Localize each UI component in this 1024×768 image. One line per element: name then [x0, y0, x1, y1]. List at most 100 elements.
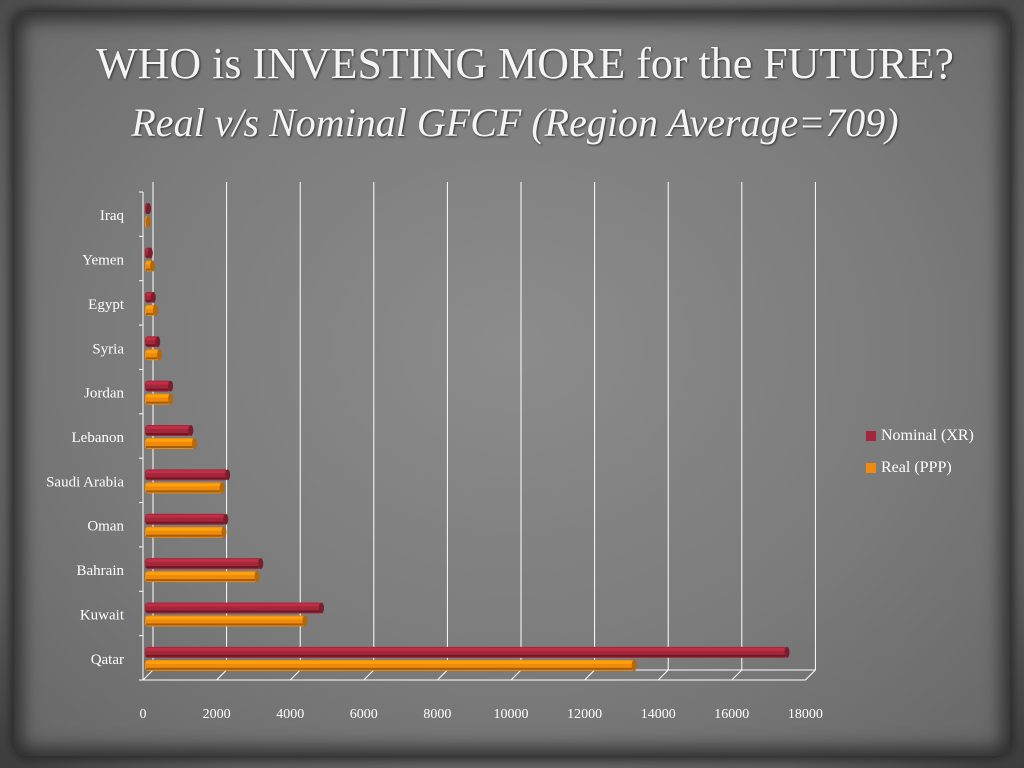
category-label: Syria — [92, 341, 124, 357]
bar-real — [145, 393, 174, 405]
bar-highlight — [146, 394, 169, 398]
bar-shadow — [146, 255, 149, 258]
slide-title: WHO is INVESTING MORE for the FUTURE? — [96, 39, 954, 88]
bar-nominal — [145, 380, 174, 392]
bars — [145, 203, 790, 671]
bar-end-cap — [168, 393, 174, 405]
bar-real — [145, 349, 163, 361]
bar-end-cap — [192, 438, 198, 449]
bar-nominal — [145, 646, 790, 658]
bar-shadow — [146, 566, 259, 569]
bar-shadow — [146, 433, 189, 435]
bar-real — [145, 438, 198, 449]
bar-shadow — [146, 534, 222, 537]
x-tick-labels: 0 2000 4000 6000 8000 10000 12000 14000 16000 180… — [140, 707, 823, 722]
bar-shadow — [146, 446, 193, 448]
legend-item-nominal: Nominal (XR) — [866, 426, 974, 446]
x-tick-label: 18000 — [788, 707, 823, 722]
bar-real — [145, 304, 159, 316]
bar-nominal — [145, 469, 231, 481]
category-label: Oman — [87, 519, 124, 535]
category-label: Saudi Arabia — [46, 474, 124, 490]
bar-highlight — [146, 559, 259, 563]
bar-nominal — [145, 425, 194, 436]
x-tick-label: 4000 — [276, 707, 304, 722]
legend-item-real: Real (PPP) — [866, 458, 974, 478]
x-tick-label: 0 — [140, 707, 147, 722]
x-tick-mark — [584, 669, 595, 681]
bar-shadow — [146, 299, 152, 302]
category-label: Qatar — [91, 652, 124, 668]
x-tick-label: 14000 — [641, 707, 676, 722]
bar-end-cap — [153, 304, 159, 316]
x-tick-label: 6000 — [350, 707, 378, 722]
bar-shadow — [146, 477, 226, 480]
legend-swatch-nominal — [866, 431, 876, 441]
bar-shadow — [146, 610, 320, 613]
bar-end-cap — [146, 203, 152, 215]
bar-end-cap — [784, 646, 790, 658]
gridlines — [226, 182, 816, 670]
bar-nominal — [145, 247, 153, 259]
bar-shadow — [146, 490, 221, 493]
bar-highlight — [146, 647, 785, 651]
bar-real — [145, 615, 308, 627]
x-tick-mark — [216, 669, 227, 681]
x-tick-label: 8000 — [423, 707, 451, 722]
bar-highlight — [146, 261, 151, 265]
bar-shadow — [146, 623, 303, 626]
legend-swatch-real — [866, 463, 876, 473]
bar-highlight — [146, 305, 154, 309]
slide-subtitle: Real v/s Nominal GFCF (Region Average=70… — [131, 100, 899, 145]
bar-end-cap — [157, 349, 163, 361]
category-label: Egypt — [88, 297, 125, 313]
bar-nominal — [145, 602, 324, 614]
bar-highlight — [146, 483, 221, 487]
x-tick-mark — [510, 669, 522, 681]
bar-end-cap — [145, 216, 151, 228]
bar-highlight — [146, 439, 193, 442]
bar-end-cap — [223, 513, 229, 525]
bar-nominal — [145, 513, 229, 525]
bar-end-cap — [188, 425, 194, 436]
bar-end-cap — [631, 659, 637, 671]
bar-end-cap — [147, 247, 153, 259]
bar-real — [145, 659, 637, 671]
bar-highlight — [146, 350, 158, 354]
bar-highlight — [146, 603, 320, 607]
bar-shadow — [146, 268, 151, 271]
bar-highlight — [146, 616, 303, 620]
bar-nominal — [145, 203, 152, 215]
x-tick-mark — [363, 669, 375, 681]
bar-end-cap — [221, 526, 227, 538]
bar-real — [145, 482, 225, 494]
bar-shadow — [146, 521, 224, 524]
legend-label-real: Real (PPP) — [881, 459, 952, 476]
bar-highlight — [146, 292, 152, 296]
x-tick-label: 12000 — [567, 707, 602, 722]
bar-end-cap — [225, 469, 231, 481]
bar-real — [145, 571, 260, 583]
legend-label-nominal: Nominal (XR) — [881, 427, 974, 444]
legend: Nominal (XR) Real (PPP) — [866, 426, 974, 490]
bar-highlight — [146, 514, 224, 518]
bar-shadow — [146, 312, 154, 315]
bar-end-cap — [150, 260, 156, 272]
paper-background — [14, 12, 1010, 756]
x-tick-mark — [437, 669, 448, 681]
x-tick-mark — [657, 669, 669, 681]
category-label: Jordan — [84, 386, 124, 402]
category-labels: Iraq Yemen Egypt Syria Jordan Lebanon Saudi Ar… — [46, 208, 125, 668]
bar-real — [145, 526, 227, 538]
bar-nominal — [145, 291, 156, 303]
bar-highlight — [146, 527, 222, 531]
bar-shadow — [146, 401, 169, 404]
category-label: Lebanon — [72, 430, 125, 446]
bar-shadow — [146, 667, 633, 670]
bar-end-cap — [302, 615, 308, 627]
bar-highlight — [146, 572, 256, 576]
bar-shadow — [146, 654, 785, 657]
bar-highlight — [146, 248, 149, 252]
